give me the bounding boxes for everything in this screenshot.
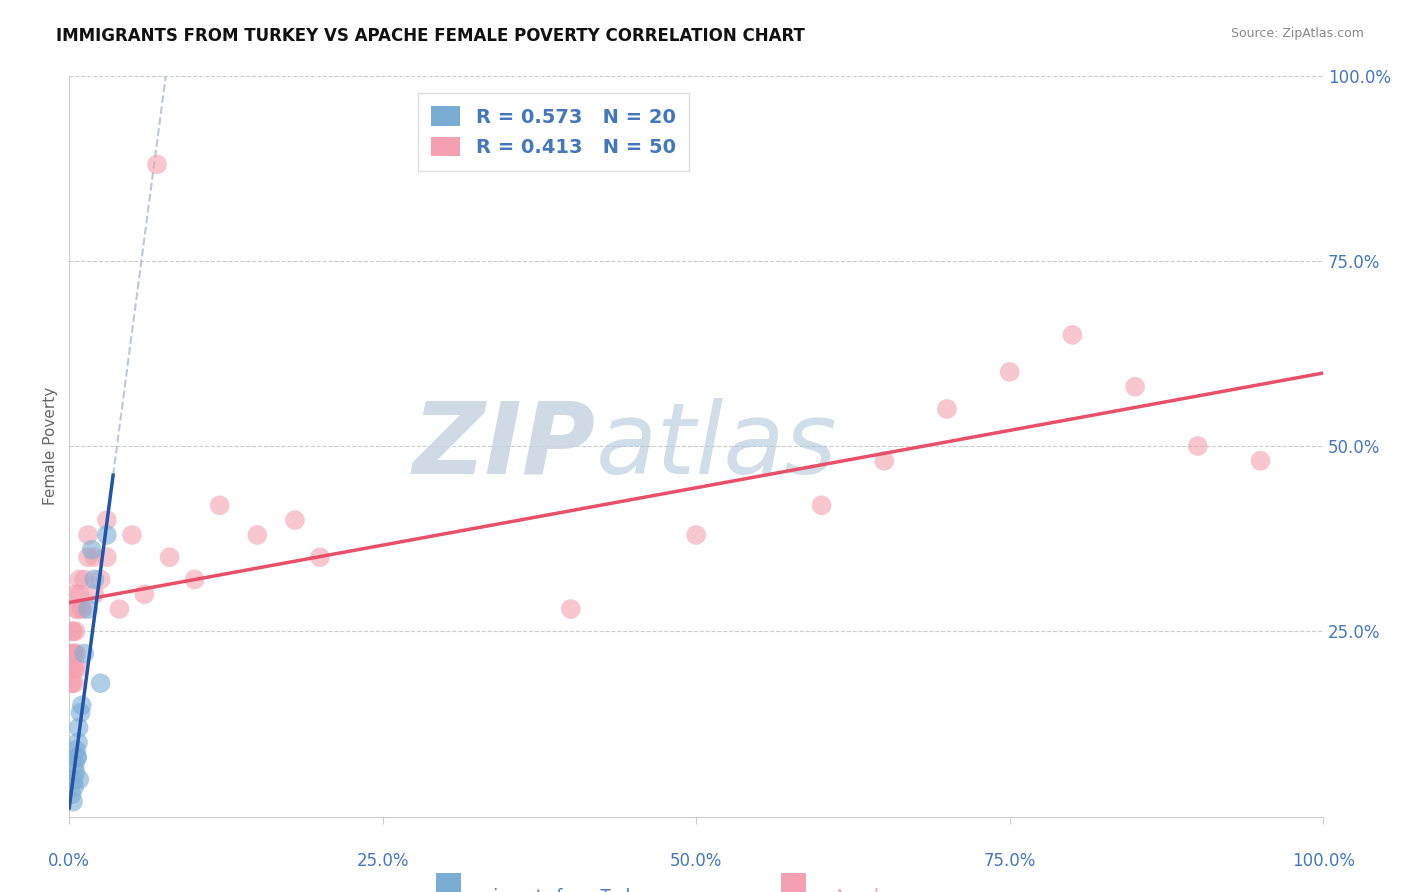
Point — [873, 454, 896, 468]
Text: Immigrants from Turkey: Immigrants from Turkey — [456, 888, 655, 892]
Point — [159, 550, 181, 565]
Point — [1123, 380, 1146, 394]
Point — [77, 528, 100, 542]
Point — [96, 550, 118, 565]
Text: 50.0%: 50.0% — [671, 852, 723, 871]
Point — [63, 676, 86, 690]
Point — [65, 743, 87, 757]
Point — [73, 573, 96, 587]
Text: Source: ZipAtlas.com: Source: ZipAtlas.com — [1230, 27, 1364, 40]
Point — [60, 787, 83, 801]
Point — [83, 550, 105, 565]
Point — [246, 528, 269, 542]
Point — [183, 573, 205, 587]
Point — [66, 602, 89, 616]
Point — [73, 647, 96, 661]
Point — [121, 528, 143, 542]
Point — [685, 528, 707, 542]
Text: 100.0%: 100.0% — [1292, 852, 1354, 871]
Point — [936, 401, 959, 416]
Y-axis label: Female Poverty: Female Poverty — [44, 387, 58, 505]
Point — [67, 573, 90, 587]
Point — [77, 550, 100, 565]
Point — [1249, 454, 1271, 468]
Point — [810, 498, 832, 512]
Point — [60, 624, 83, 639]
Point — [63, 647, 86, 661]
Point — [65, 624, 87, 639]
Point — [83, 573, 105, 587]
Point — [65, 647, 87, 661]
Point — [60, 676, 83, 690]
Point — [90, 676, 112, 690]
Point — [69, 706, 91, 720]
Point — [108, 602, 131, 616]
Text: ZIP: ZIP — [413, 398, 596, 494]
Point — [90, 573, 112, 587]
Point — [63, 661, 86, 675]
Point — [70, 602, 93, 616]
Text: IMMIGRANTS FROM TURKEY VS APACHE FEMALE POVERTY CORRELATION CHART: IMMIGRANTS FROM TURKEY VS APACHE FEMALE … — [56, 27, 806, 45]
Point — [998, 365, 1021, 379]
Point — [65, 587, 87, 601]
Point — [96, 528, 118, 542]
Point — [63, 780, 86, 794]
Text: 0.0%: 0.0% — [48, 852, 90, 871]
Legend: R = 0.573   N = 20, R = 0.413   N = 50: R = 0.573 N = 20, R = 0.413 N = 50 — [418, 93, 689, 170]
Point — [70, 698, 93, 713]
Point — [208, 498, 231, 512]
Point — [66, 750, 89, 764]
Point — [67, 721, 90, 735]
Point — [80, 542, 103, 557]
Point — [65, 765, 87, 780]
Point — [60, 676, 83, 690]
Point — [1187, 439, 1209, 453]
Point — [77, 602, 100, 616]
Point — [70, 602, 93, 616]
Point — [309, 550, 332, 565]
Point — [62, 647, 84, 661]
Point — [67, 587, 90, 601]
Point — [83, 587, 105, 601]
Point — [284, 513, 307, 527]
Point — [62, 795, 84, 809]
Point — [63, 757, 86, 772]
Point — [66, 602, 89, 616]
Point — [67, 772, 90, 787]
Point — [62, 624, 84, 639]
Point — [146, 157, 169, 171]
Point — [1062, 327, 1084, 342]
Point — [560, 602, 582, 616]
Point — [96, 513, 118, 527]
Point — [134, 587, 156, 601]
Point — [66, 735, 89, 749]
Text: atlas: atlas — [596, 398, 838, 494]
Text: Apache: Apache — [834, 888, 896, 892]
Text: 25.0%: 25.0% — [357, 852, 409, 871]
Point — [62, 772, 84, 787]
Point — [62, 661, 84, 675]
Point — [66, 750, 89, 764]
Point — [59, 661, 82, 675]
Point — [66, 661, 89, 675]
Point — [60, 647, 83, 661]
Text: 75.0%: 75.0% — [983, 852, 1036, 871]
